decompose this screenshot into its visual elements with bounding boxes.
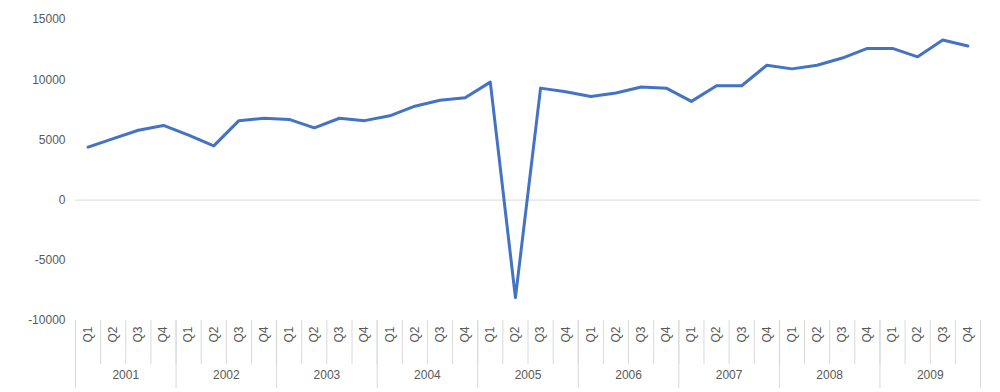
svg-text:2008: 2008 [816,368,843,382]
svg-text:Q3: Q3 [131,326,145,342]
svg-text:Q3: Q3 [433,326,447,342]
svg-text:Q4: Q4 [458,326,472,342]
svg-text:Q4: Q4 [961,326,975,342]
svg-text:Q2: Q2 [709,326,723,342]
svg-text:Q1: Q1 [885,326,899,342]
svg-text:Q2: Q2 [408,326,422,342]
svg-text:Q2: Q2 [106,326,120,342]
svg-text:Q3: Q3 [735,326,749,342]
svg-text:Q1: Q1 [383,326,397,342]
svg-text:Q3: Q3 [634,326,648,342]
svg-text:Q3: Q3 [533,326,547,342]
svg-text:2009: 2009 [917,368,944,382]
svg-text:Q3: Q3 [936,326,950,342]
svg-text:0: 0 [59,193,66,207]
svg-text:Q1: Q1 [584,326,598,342]
svg-text:Q1: Q1 [181,326,195,342]
svg-text:10000: 10000 [32,73,66,87]
svg-text:Q4: Q4 [156,326,170,342]
svg-text:2001: 2001 [112,368,139,382]
svg-text:Q4: Q4 [357,326,371,342]
svg-text:Q1: Q1 [282,326,296,342]
svg-text:Q4: Q4 [760,326,774,342]
svg-text:Q1: Q1 [483,326,497,342]
svg-text:2002: 2002 [213,368,240,382]
svg-text:Q2: Q2 [307,326,321,342]
svg-text:Q4: Q4 [860,326,874,342]
svg-text:-10000: -10000 [28,313,66,327]
svg-text:Q4: Q4 [257,326,271,342]
svg-text:2005: 2005 [515,368,542,382]
svg-text:15000: 15000 [32,12,66,26]
svg-text:2006: 2006 [615,368,642,382]
svg-text:2003: 2003 [314,368,341,382]
svg-text:2004: 2004 [414,368,441,382]
svg-text:Q1: Q1 [785,326,799,342]
svg-text:2007: 2007 [716,368,743,382]
svg-text:5000: 5000 [39,133,66,147]
svg-text:Q3: Q3 [835,326,849,342]
svg-text:Q3: Q3 [232,326,246,342]
svg-text:Q1: Q1 [684,326,698,342]
svg-text:Q4: Q4 [659,326,673,342]
svg-text:Q2: Q2 [609,326,623,342]
svg-text:Q3: Q3 [332,326,346,342]
svg-text:Q4: Q4 [559,326,573,342]
svg-text:Q2: Q2 [910,326,924,342]
svg-text:Q2: Q2 [810,326,824,342]
svg-text:Q2: Q2 [508,326,522,342]
svg-text:Q2: Q2 [207,326,221,342]
svg-text:-5000: -5000 [35,253,66,267]
svg-text:Q1: Q1 [81,326,95,342]
